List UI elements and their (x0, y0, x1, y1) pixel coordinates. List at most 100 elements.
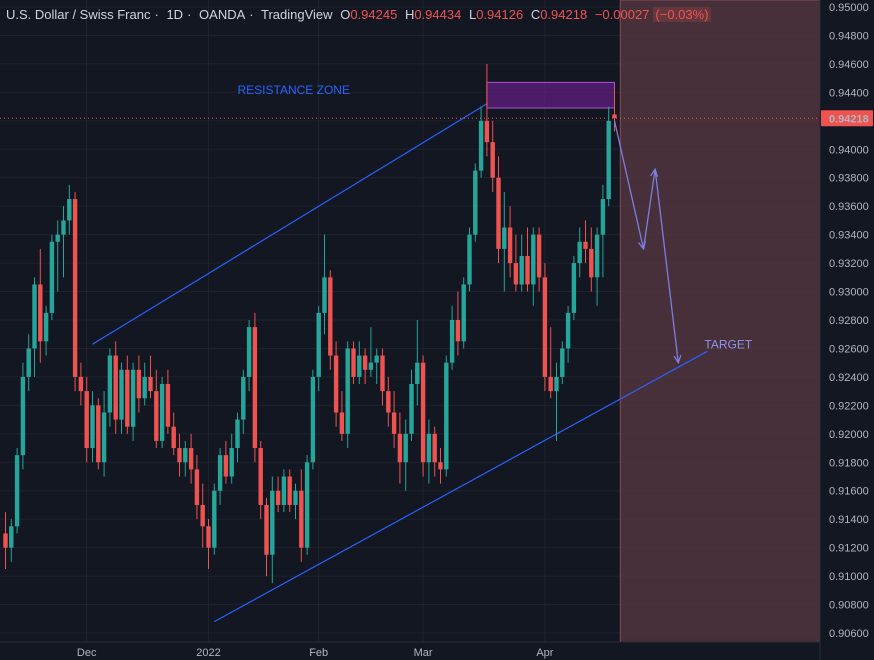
candle (606, 106, 611, 207)
low-value: 0.94126 (476, 7, 524, 22)
candle (571, 255, 577, 320)
candle (339, 391, 345, 441)
candle (374, 348, 379, 385)
candle-body (72, 199, 78, 377)
candle (107, 348, 113, 427)
candle-body (461, 284, 466, 342)
candle-body (78, 376, 84, 392)
candle (258, 440, 263, 520)
candle (55, 220, 60, 292)
high-value: 0.94434 (414, 7, 462, 22)
candle-body (241, 376, 246, 420)
symbol-header[interactable]: U.S. Dollar / Swiss Franc · 1D · OANDA · Tr… (6, 7, 715, 22)
price-tick-label: 0.95000 (829, 2, 869, 14)
candle (171, 412, 176, 456)
candle-body (333, 355, 339, 413)
candle (142, 362, 147, 406)
candle (183, 440, 188, 477)
resistance-zone[interactable] (486, 81, 615, 109)
candle (386, 376, 391, 427)
current-price-value: 0.94218 (829, 113, 869, 125)
price-axis[interactable] (820, 0, 874, 660)
candle-body (43, 312, 49, 342)
candle-body (55, 234, 60, 242)
candle-body (200, 504, 205, 527)
projection-arrowhead (638, 240, 646, 251)
candle (78, 362, 84, 406)
candle (525, 227, 530, 292)
candle-body (264, 504, 269, 555)
candle-body (229, 448, 234, 477)
price-tick-label: 0.94800 (829, 30, 869, 42)
candle-body (171, 426, 176, 449)
candle-body (67, 199, 72, 221)
candle-body (438, 462, 443, 470)
candle (96, 398, 101, 470)
candle (496, 156, 501, 264)
candle-body (565, 312, 571, 349)
candle (455, 291, 461, 356)
candle (420, 355, 426, 477)
candle (473, 163, 478, 242)
price-axis-labels: 0.950000.948000.946000.944000.942000.940… (819, 0, 869, 660)
lower-trendline (214, 350, 708, 623)
target-label: TARGET (704, 337, 752, 351)
candle (206, 519, 211, 569)
price-tick-label: 0.92800 (829, 315, 869, 327)
open-value: 0.94245 (350, 7, 398, 22)
candle-body (380, 355, 385, 392)
candle-body (194, 469, 200, 505)
change-value: −0.00027 (594, 7, 650, 22)
time-tick-label: Mar (414, 647, 433, 659)
candle-body (391, 412, 397, 434)
candle (560, 341, 565, 385)
candle-body (420, 362, 426, 463)
candle (449, 305, 455, 370)
candle-body (3, 533, 8, 548)
candle (229, 433, 234, 484)
candle-body (136, 369, 142, 399)
candle-body (14, 455, 20, 527)
candle (177, 433, 182, 477)
candle (484, 63, 490, 157)
candle (84, 376, 89, 463)
candle (38, 248, 43, 363)
separator: · (187, 7, 192, 22)
candle (293, 483, 298, 520)
symbol-name: U.S. Dollar / Swiss Franc (6, 7, 151, 22)
time-tick-label: 2022 (196, 647, 220, 659)
change-percent: (−0.03%) (653, 7, 711, 22)
broker: OANDA (199, 7, 246, 22)
candle (438, 448, 443, 484)
candle-body (246, 327, 252, 377)
projection-path[interactable] (613, 120, 682, 365)
candle-body (542, 277, 548, 377)
resistance-zone-label: RESISTANCE ZONE (238, 83, 350, 97)
candle (154, 369, 159, 449)
candle-body (316, 312, 321, 377)
candle (194, 455, 200, 520)
candle-body (113, 355, 118, 420)
candle (426, 419, 432, 484)
candle-body (212, 490, 217, 548)
candle-body (484, 120, 490, 143)
candle-body (217, 455, 223, 491)
candle (531, 227, 536, 306)
candle-body (38, 284, 43, 342)
candle (49, 234, 55, 320)
high-label: H (404, 7, 415, 22)
candle-body (467, 234, 472, 285)
candle-body (252, 327, 258, 449)
candle (322, 234, 327, 335)
candle-body (502, 227, 507, 249)
candle (409, 369, 414, 441)
candle (299, 469, 304, 562)
candle (188, 433, 194, 484)
candle (67, 184, 72, 235)
candle (90, 391, 95, 463)
trendlines[interactable] (92, 103, 708, 623)
candle (20, 362, 26, 470)
open-label: O (340, 7, 351, 22)
low-label: L (468, 7, 477, 22)
